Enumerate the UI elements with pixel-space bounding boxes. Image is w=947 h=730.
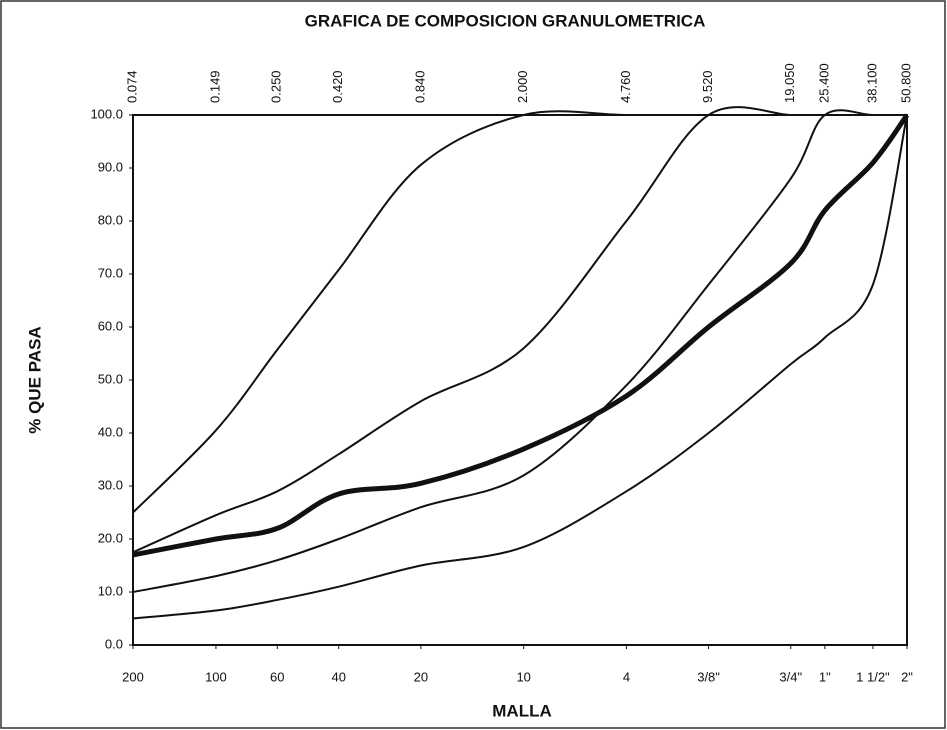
- x-tick-label: 10: [516, 669, 530, 684]
- y-axis-label: % QUE PASA: [25, 326, 44, 433]
- x-tick-label: 40: [332, 669, 346, 684]
- top-tick-label: 9.520: [700, 70, 715, 103]
- y-tick-label: 60.0: [98, 318, 123, 333]
- y-tick-label: 70.0: [98, 265, 123, 280]
- y-tick-label: 0.0: [105, 636, 123, 651]
- gradation-curve: [132, 106, 907, 554]
- y-tick-label: 80.0: [98, 212, 123, 227]
- y-tick-label: 20.0: [98, 530, 123, 545]
- y-tick-label: 100.0: [90, 106, 123, 121]
- top-tick-label: 0.250: [269, 70, 284, 103]
- x-tick-label: 1 1/2": [856, 669, 890, 684]
- y-tick-label: 90.0: [98, 159, 123, 174]
- gradation-curve: [132, 114, 908, 620]
- x-tick-label: 3/4": [779, 669, 802, 684]
- top-tick-label: 50.800: [898, 63, 913, 103]
- x-tick-label: 3/8": [697, 669, 720, 684]
- gradation-curve: [132, 113, 910, 558]
- x-tick-label: 60: [270, 669, 284, 684]
- top-tick-label: 0.149: [207, 70, 222, 103]
- top-tick-label: 38.100: [864, 63, 879, 103]
- x-axis-label: MALLA: [492, 701, 551, 720]
- top-tick-label: 19.050: [782, 63, 797, 103]
- x-tick-label: 1": [819, 669, 831, 684]
- x-tick-label: 200: [122, 669, 144, 684]
- x-tick-label: 4: [623, 669, 630, 684]
- top-tick-label: 0.840: [412, 70, 427, 103]
- chart-title: GRAFICA DE COMPOSICION GRANULOMETRICA: [305, 11, 706, 30]
- y-tick-label: 30.0: [98, 477, 123, 492]
- top-tick-label: 0.420: [330, 70, 345, 103]
- x-tick-label: 100: [205, 669, 227, 684]
- x-tick-label: 20: [414, 669, 428, 684]
- top-tick-label: 25.400: [816, 63, 831, 103]
- gradation-curve: [132, 109, 907, 593]
- y-tick-label: 10.0: [98, 583, 123, 598]
- y-tick-label: 50.0: [98, 371, 123, 386]
- y-tick-label: 40.0: [98, 424, 123, 439]
- top-tick-label: 4.760: [618, 70, 633, 103]
- plot-area: [132, 114, 908, 646]
- top-tick-label: 2.000: [515, 70, 530, 103]
- top-tick-label: 0.074: [124, 70, 139, 103]
- x-tick-label: 2": [901, 669, 913, 684]
